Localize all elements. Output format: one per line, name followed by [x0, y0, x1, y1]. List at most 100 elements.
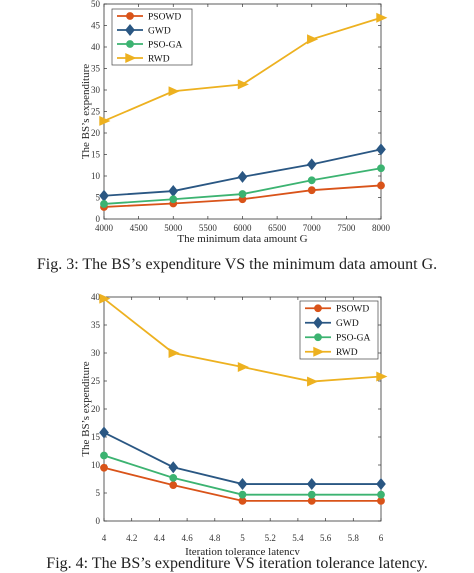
data-point — [376, 12, 388, 23]
y-tick-label: 25 — [91, 376, 101, 386]
y-tick-label: 50 — [91, 0, 101, 9]
x-tick-label: 5.2 — [265, 533, 276, 543]
y-tick-label: 40 — [91, 42, 101, 52]
chart-figure-3: 0 5 10 15 20 25 30 35 40 45 50 4000 4500 5000 5500 6000… — [80, 0, 391, 245]
x-tick-label: 4500 — [130, 223, 149, 233]
y-tick-label: 15 — [91, 150, 101, 160]
data-point — [307, 176, 316, 185]
y-tick-label: 20 — [91, 404, 101, 414]
series-line — [103, 431, 381, 485]
figure-3-caption: Fig. 3: The BS’s expenditure VS the mini… — [36, 256, 438, 273]
x-tick-label: 5 — [240, 533, 245, 543]
y-tick-label: 35 — [91, 320, 101, 330]
legend-label: PSO-GA — [148, 40, 182, 50]
data-point — [169, 195, 178, 204]
data-point — [376, 478, 386, 491]
x-tick-label: 4.2 — [126, 533, 137, 543]
legend-swatch-marker — [314, 333, 322, 342]
y-axis-label: The BS’s expenditure — [80, 64, 92, 159]
y-tick-label: 15 — [91, 432, 101, 442]
figure-3: 0 5 10 15 20 25 30 35 40 45 50 4000 4500 5000 5500 6000… — [0, 0, 474, 283]
legend-swatch-marker — [313, 346, 325, 357]
chart-figure-4: 0 5 10 15 20 25 30 35 40 4 4.2 4.4 4.6 4.8 5 5.2 5.4 5.6 5… — [80, 292, 388, 555]
x-tick-label: 4 — [102, 533, 107, 543]
y-tick-label: 5 — [96, 193, 101, 203]
legend-label: PSOWD — [148, 12, 181, 22]
data-point — [376, 371, 388, 382]
x-tick-label: 5.4 — [292, 533, 304, 543]
y-axis-label: The BS’s expenditure — [80, 361, 92, 456]
data-point — [306, 158, 317, 171]
y-tick-label: 10 — [91, 171, 101, 181]
legend-label: PSO-GA — [336, 334, 370, 344]
data-point — [238, 190, 247, 198]
y-tick-label: 40 — [91, 292, 101, 302]
data-point — [168, 461, 179, 474]
data-point — [100, 451, 108, 460]
figure-4-caption: Fig. 4: The BS’s expenditure VS iteratio… — [46, 555, 428, 572]
series-rwd — [99, 12, 388, 126]
series-pso-ga — [100, 451, 385, 499]
series-gwd — [99, 143, 386, 202]
x-tick-label: 5500 — [199, 223, 218, 233]
data-point — [100, 200, 108, 208]
series-psowd — [100, 463, 385, 505]
x-tick-label: 4.8 — [209, 533, 221, 543]
x-tick-label: 7000 — [303, 223, 322, 233]
legend-swatch-marker — [125, 53, 137, 63]
legend-box — [299, 300, 379, 360]
series-rwd — [99, 293, 388, 387]
data-point — [306, 478, 317, 491]
y-tick-label: 20 — [91, 128, 101, 138]
data-point — [168, 348, 180, 358]
data-point — [377, 164, 385, 173]
data-point — [169, 473, 178, 482]
legend-label: RWD — [148, 54, 170, 64]
x-tick-label: 5.6 — [320, 533, 332, 543]
data-point — [99, 293, 111, 304]
legend-label: GWD — [148, 26, 171, 36]
x-tick-label: 4.4 — [154, 533, 166, 543]
data-point — [307, 376, 319, 387]
series-pso-ga — [100, 164, 385, 208]
x-tick-label: 4.6 — [181, 533, 193, 543]
y-tick-label: 30 — [91, 85, 101, 95]
y-tick-label: 45 — [91, 21, 101, 31]
x-tick-label: 8000 — [372, 223, 391, 233]
data-point — [168, 185, 179, 198]
data-point — [169, 481, 178, 490]
x-tick-label: 6 — [379, 533, 384, 543]
y-tick-label: 10 — [91, 460, 101, 470]
x-axis-label: Iteration tolerance latency — [185, 546, 300, 555]
data-point — [307, 186, 316, 195]
figure-4: 0 5 10 15 20 25 30 35 40 4 4.2 4.4 4.6 4.8 5 5.2 5.4 5.6 5… — [0, 283, 474, 572]
data-point — [237, 362, 249, 372]
y-tick-label: 0 — [96, 214, 101, 224]
x-tick-label: 5.8 — [348, 533, 360, 543]
x-tick-label: 6000 — [234, 223, 253, 233]
y-tick-label: 0 — [96, 516, 101, 526]
data-point — [100, 463, 108, 472]
data-point — [377, 181, 385, 190]
legend-swatch-marker — [313, 316, 323, 329]
legend: PSOWD GWD PSO-GA RWD — [111, 8, 193, 66]
data-point — [307, 490, 316, 499]
data-point — [168, 86, 180, 97]
data-point — [99, 189, 109, 202]
legend-swatch-marker — [126, 12, 134, 20]
data-point — [237, 170, 248, 183]
x-tick-label: 4000 — [95, 223, 114, 233]
data-point — [99, 426, 109, 439]
x-tick-label: 5000 — [164, 223, 183, 233]
data-point — [237, 478, 248, 491]
data-point — [238, 490, 247, 499]
legend-label: PSOWD — [336, 305, 369, 315]
x-tick-label: 6500 — [268, 223, 287, 233]
legend-label: RWD — [336, 348, 358, 358]
x-tick-label: 7500 — [337, 223, 356, 233]
data-point — [237, 79, 249, 90]
legend-swatch-marker — [314, 304, 322, 313]
data-point — [307, 34, 319, 45]
y-tick-label: 35 — [91, 64, 101, 74]
series-gwd — [99, 426, 386, 491]
